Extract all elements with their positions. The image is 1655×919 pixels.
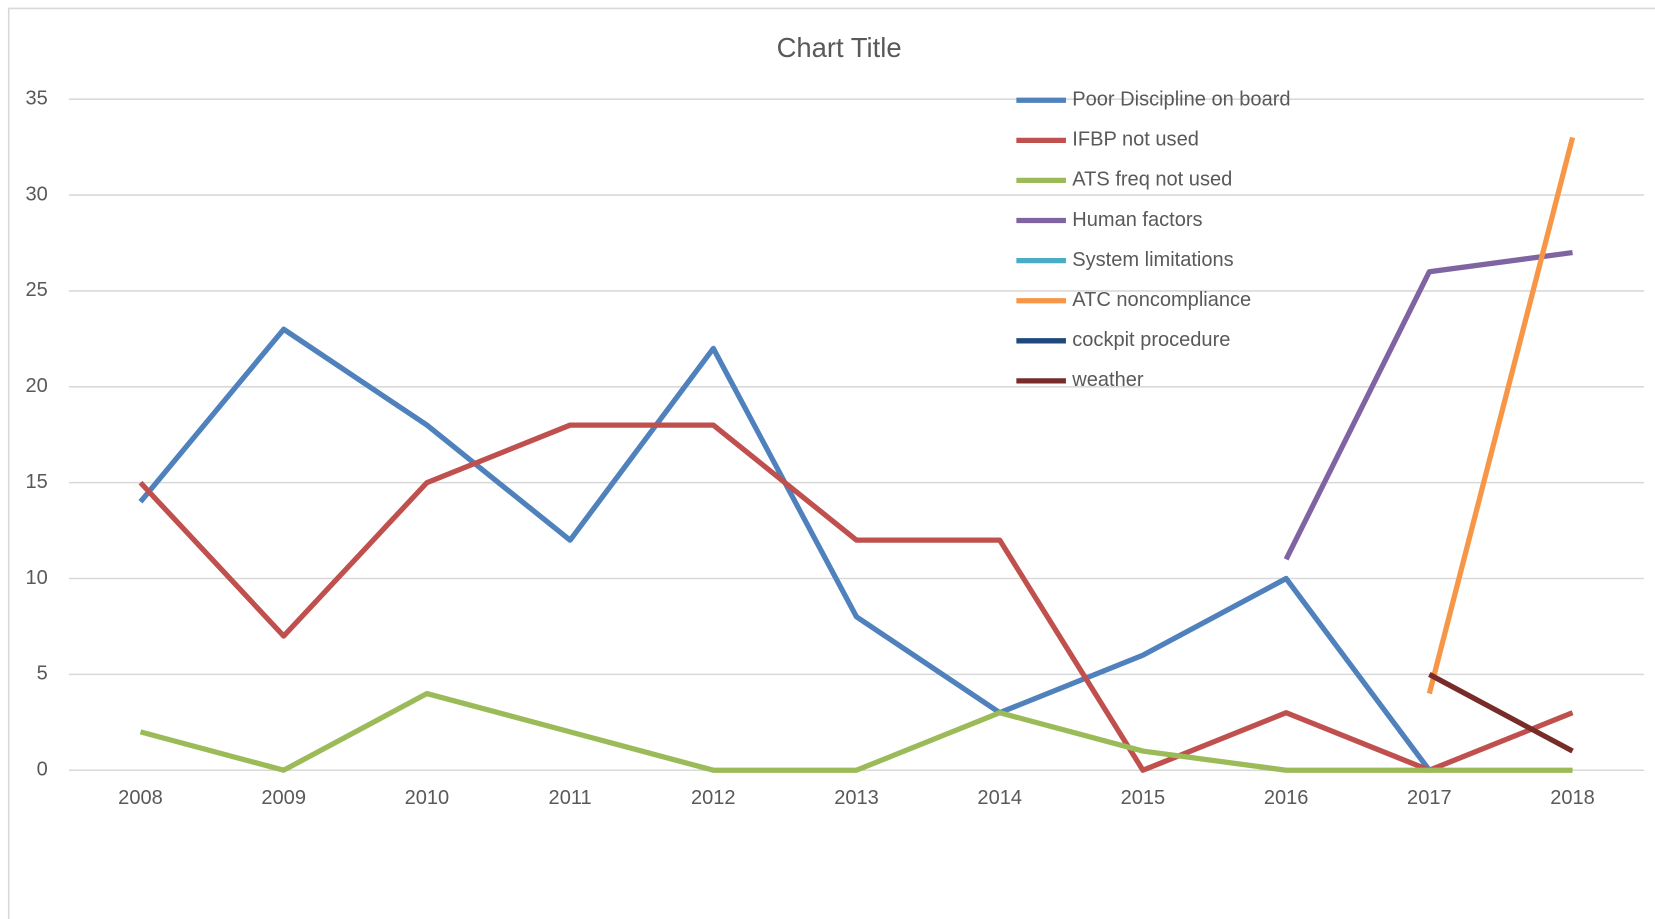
y-tick-label: 25 bbox=[25, 279, 47, 301]
x-tick-label: 2018 bbox=[1550, 787, 1595, 809]
legend-label: Poor Discipline on board bbox=[1072, 89, 1290, 111]
x-tick-label: 2017 bbox=[1407, 787, 1452, 809]
legend-label: System limitations bbox=[1072, 249, 1233, 271]
x-tick-label: 2008 bbox=[118, 787, 163, 809]
y-tick-label: 10 bbox=[25, 567, 47, 589]
y-tick-label: 15 bbox=[25, 471, 47, 493]
y-tick-label: 35 bbox=[25, 87, 47, 109]
legend-label: cockpit procedure bbox=[1072, 329, 1230, 351]
y-tick-label: 20 bbox=[25, 375, 47, 397]
x-tick-label: 2009 bbox=[261, 787, 306, 809]
y-tick-label: 5 bbox=[37, 663, 48, 685]
legend-label: ATS freq not used bbox=[1072, 169, 1232, 191]
x-tick-label: 2012 bbox=[691, 787, 736, 809]
x-tick-label: 2010 bbox=[405, 787, 450, 809]
x-tick-label: 2011 bbox=[549, 787, 592, 809]
x-tick-label: 2016 bbox=[1264, 787, 1309, 809]
chart-frame bbox=[7, 7, 1655, 919]
x-tick-label: 2015 bbox=[1121, 787, 1166, 809]
x-tick-label: 2013 bbox=[834, 787, 879, 809]
legend-label: Human factors bbox=[1072, 209, 1202, 231]
series-line bbox=[1428, 672, 1574, 754]
series-line bbox=[1426, 136, 1576, 695]
x-tick-label: 2014 bbox=[977, 787, 1022, 809]
series-line bbox=[139, 690, 1573, 773]
y-tick-label: 0 bbox=[37, 759, 48, 781]
y-tick-label: 30 bbox=[25, 183, 47, 205]
series-line bbox=[138, 422, 1574, 773]
chart-title: Chart Title bbox=[777, 32, 902, 63]
legend-label: ATC noncompliance bbox=[1072, 289, 1251, 311]
series-line bbox=[1283, 249, 1573, 561]
legend-label: weather bbox=[1071, 369, 1144, 391]
legend-label: IFBP not used bbox=[1072, 129, 1199, 151]
